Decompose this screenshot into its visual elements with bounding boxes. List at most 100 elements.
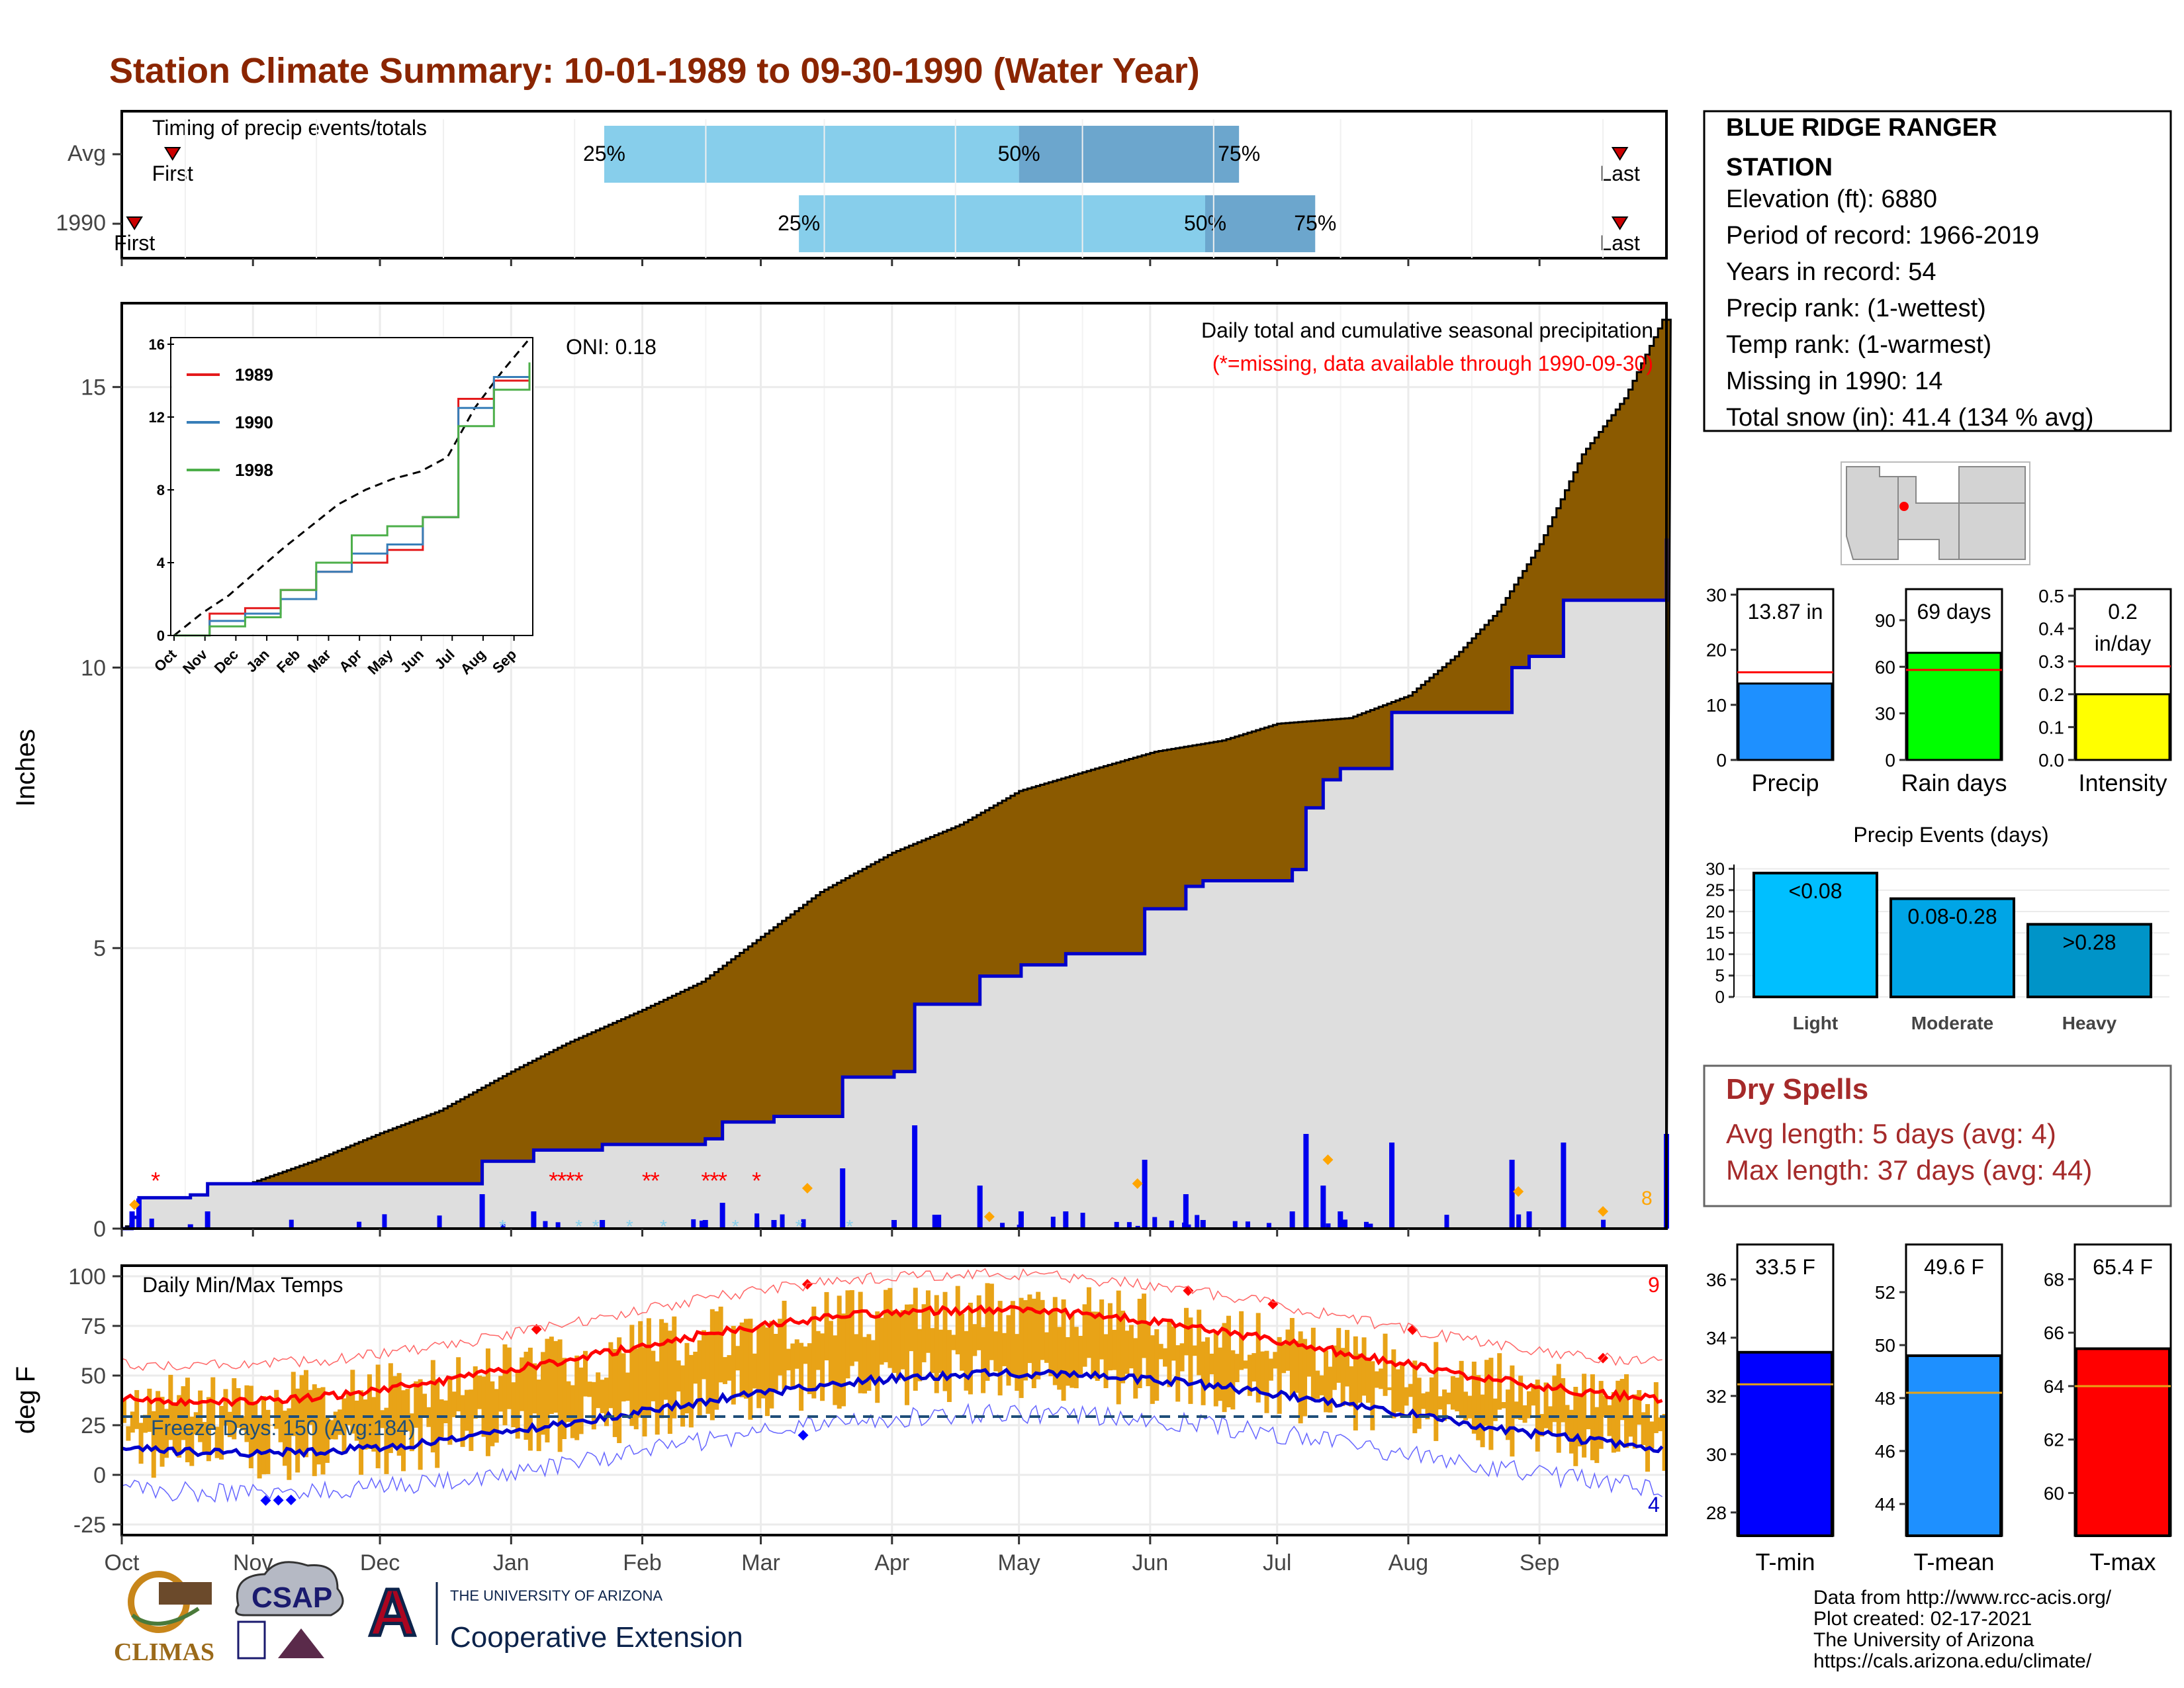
minibar-label: Precip: [1751, 769, 1819, 796]
minibar-ytick-label: 30: [1875, 704, 1895, 724]
precip-ytick-label: 10: [81, 655, 106, 680]
daily-precip-bar: [1200, 1220, 1206, 1229]
daily-precip-bar: [437, 1215, 442, 1229]
daily-temp-bar: [1569, 1409, 1574, 1454]
daily-precip-bar: [1000, 1223, 1005, 1229]
dry-spells-title: Dry Spells: [1726, 1073, 1868, 1105]
station-location-dot: [1899, 502, 1909, 511]
daily-temp-bar: [604, 1378, 609, 1427]
daily-temp-bar: [841, 1313, 846, 1407]
daily-precip-bar: [1050, 1217, 1056, 1229]
daily-temp-bar: [451, 1391, 457, 1417]
minibar-2: [2075, 693, 2171, 761]
tempbar-ytick-label: 32: [1706, 1386, 1727, 1407]
daily-temp-bar: [1124, 1331, 1130, 1374]
daily-temp-bar: [1099, 1299, 1105, 1360]
daily-temp-bar: [1395, 1369, 1400, 1412]
page-title: Station Climate Summary: 10-01-1989 to 0…: [109, 51, 1200, 91]
daily-temp-bar: [316, 1387, 322, 1465]
daily-temp-bar: [324, 1417, 330, 1463]
daily-precip-bar: [382, 1214, 387, 1229]
temps-panel: Daily Min/Max Temps Freeze Days: 150 (Av…: [11, 1229, 1668, 1575]
station-years: Years in record: 54: [1726, 258, 1936, 286]
daily-precip-bar: [1135, 1225, 1140, 1229]
daily-precip-bar: [289, 1219, 294, 1229]
event-bar-label: >0.28: [2063, 930, 2116, 954]
daily-temp-bar: [985, 1283, 990, 1381]
inset-avg-line: [173, 338, 531, 637]
inset-legend-label: 1990: [235, 412, 273, 432]
daily-temp-bar: [354, 1400, 359, 1441]
minibar-label: Rain days: [1901, 769, 2007, 796]
daily-temp-bar: [473, 1366, 478, 1419]
daily-temp-bar: [646, 1318, 651, 1417]
daily-temp-bar: [1649, 1421, 1655, 1449]
extreme-precip-marker: [129, 1199, 140, 1210]
daily-temp-bar: [545, 1338, 550, 1443]
daily-temp-bar: [1658, 1417, 1663, 1432]
daily-temp-bar: [1552, 1376, 1557, 1423]
daily-temp-bar: [1450, 1376, 1455, 1410]
missing-day-marker: *: [701, 1167, 710, 1194]
daily-temp-bar: [1429, 1377, 1434, 1416]
daily-temp-bar: [562, 1358, 567, 1440]
daily-temp-bar: [1607, 1405, 1612, 1436]
precip-panel: * **** ** *** ** * * * * * * * Daily total and cumu…: [11, 302, 1672, 1242]
daily-precip-bar: [149, 1218, 154, 1229]
daily-temp-bar: [1332, 1345, 1337, 1390]
daily-temp-bar: [1197, 1309, 1202, 1376]
daily-temp-bar: [1128, 1325, 1134, 1369]
daily-temp-bar: [693, 1351, 698, 1384]
daily-temp-bar: [1522, 1405, 1527, 1423]
timing-row-1990-label: 1990: [56, 211, 106, 236]
daily-temp-bar: [557, 1339, 563, 1452]
footer-plot-created: Plot created: 02-17-2021: [1813, 1608, 2032, 1630]
tempbar-ytick-label: 46: [1875, 1441, 1895, 1462]
daily-temp-bar: [1603, 1395, 1608, 1417]
daily-temp-bar: [735, 1346, 741, 1371]
daily-temp-bar: [502, 1344, 508, 1426]
precip-annotation-title: Daily total and cumulative seasonal prec…: [1201, 318, 1653, 342]
avg-max-line: [120, 1304, 1663, 1407]
daily-temp-bar: [409, 1413, 414, 1452]
daily-temp-bar: [177, 1395, 182, 1458]
daily-temp-bar: [1277, 1336, 1282, 1414]
daily-temp-bar: [930, 1328, 935, 1374]
tempbar-t-mean: [1906, 1354, 2002, 1537]
daily-temp-bar: [261, 1396, 267, 1475]
daily-precip-bar: [691, 1219, 696, 1229]
daily-temp-bar: [608, 1342, 614, 1409]
daily-precip-bar: [1516, 1214, 1522, 1229]
daily-temp-bar: [596, 1372, 601, 1409]
missing-day-marker: *: [151, 1167, 160, 1194]
daily-temp-bar: [329, 1420, 334, 1440]
daily-precip-bar: [1509, 1160, 1515, 1229]
daily-precip-bar: [754, 1223, 760, 1229]
minibar-ytick-label: 30: [1706, 585, 1727, 605]
daily-precip-bar: [1601, 1219, 1606, 1229]
daily-temp-bar: [587, 1382, 592, 1397]
ua-logo: A THE UNIVERSITY OF ARIZONA Cooperative …: [363, 1574, 743, 1654]
temps-label: Daily Min/Max Temps: [142, 1273, 343, 1297]
daily-temp-bar: [891, 1310, 897, 1374]
daily-precip-bar: [1126, 1222, 1132, 1229]
minibar-ytick-label: 0.1: [2038, 717, 2064, 737]
timing-first-label: First: [114, 231, 155, 255]
footer: Data from http://www.rcc-acis.org/ Plot …: [114, 1561, 2112, 1672]
daily-temp-bar: [1565, 1405, 1570, 1436]
annual-totals-bars: 13.87 in 0 10 20 30 Precip 69 days 0 30 60 90 Rain …: [1706, 585, 2172, 796]
daily-temp-bar: [1239, 1311, 1244, 1370]
daily-temp-bar: [1154, 1329, 1160, 1401]
cold-count: 4: [1648, 1493, 1660, 1517]
daily-temp-bar: [1412, 1360, 1418, 1434]
daily-temp-bar: [248, 1385, 253, 1469]
observed-cumulative-line: [122, 538, 1668, 1231]
inset-xtick-label: Jun: [397, 646, 427, 676]
daily-temp-bar: [1561, 1378, 1566, 1423]
daily-temp-bar: [1611, 1391, 1616, 1453]
daily-temp-bar: [764, 1327, 770, 1417]
temps-ylabel: deg F: [11, 1366, 40, 1434]
daily-precip-bar: [702, 1220, 708, 1229]
daily-temp-bar: [1471, 1361, 1477, 1434]
